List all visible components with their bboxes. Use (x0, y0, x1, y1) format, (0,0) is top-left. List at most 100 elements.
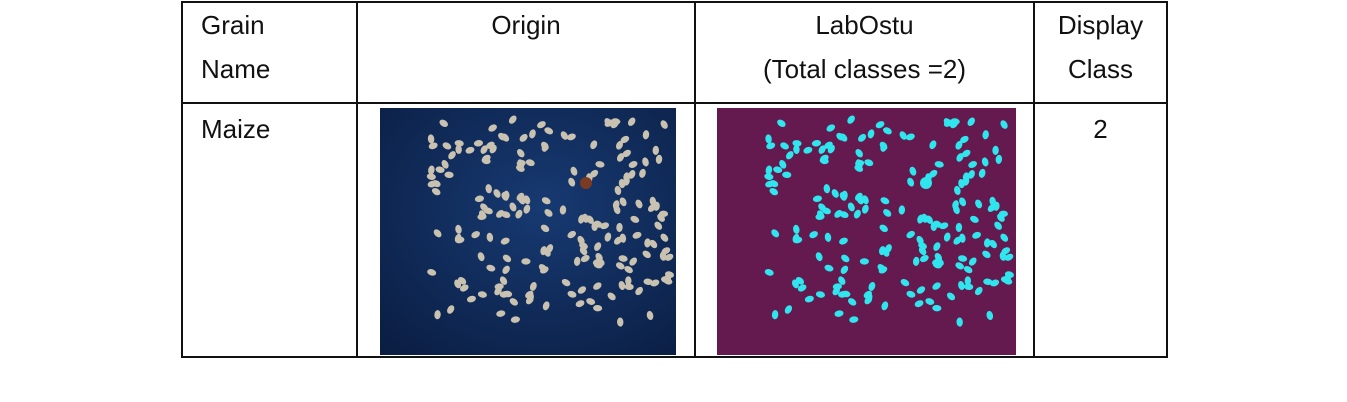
kernel (494, 286, 502, 296)
kernel (485, 184, 492, 194)
kernel-mask (827, 144, 835, 154)
kernel (541, 197, 551, 205)
kernel (509, 202, 517, 212)
kernel-mask (916, 286, 926, 294)
kernel (544, 209, 553, 217)
kernel (540, 224, 550, 233)
kernel (649, 239, 658, 249)
kernel (477, 291, 487, 298)
kernel (661, 247, 671, 255)
kernel-mask (994, 221, 1002, 230)
kernel-mask (1000, 233, 1009, 242)
kernel (573, 256, 581, 266)
kernel-mask (909, 166, 917, 176)
kernel-mask (769, 180, 779, 188)
kernel (642, 130, 650, 140)
kernel-mask (769, 187, 779, 196)
kernel (580, 255, 590, 263)
kernel-mask (793, 224, 800, 234)
kernel (657, 213, 665, 222)
kernel (618, 178, 626, 189)
kernel (448, 151, 456, 160)
kernel-mask (824, 264, 834, 272)
kernel-mask (960, 135, 969, 144)
kernel-mask (906, 290, 916, 298)
kernel (486, 264, 496, 272)
kernel (541, 142, 549, 152)
kernel (577, 235, 585, 245)
kernel-mask (864, 159, 874, 167)
kernel (544, 127, 554, 135)
kernel-mask (773, 166, 783, 173)
kernel-mask (883, 209, 892, 217)
kernel (600, 222, 610, 230)
kernel-mask (867, 129, 875, 139)
kernel (428, 142, 438, 150)
kernel (627, 117, 636, 126)
kernel-mask (785, 151, 794, 160)
kernel-mask (917, 214, 924, 224)
kernel-mask (978, 168, 986, 178)
kernel (444, 171, 454, 179)
kernel (577, 286, 587, 294)
kernel (455, 236, 465, 244)
kernel (465, 146, 475, 154)
kernel-mask (820, 154, 829, 162)
kernel (471, 231, 481, 239)
kernel (480, 145, 488, 154)
kernel (510, 316, 520, 323)
kernel-mask (982, 250, 991, 259)
kernel (604, 232, 612, 242)
kernel (619, 233, 627, 243)
cell-display-class: 2 (1093, 114, 1108, 144)
kernel-mask (990, 279, 1000, 287)
kernel (639, 168, 646, 178)
kernel (604, 118, 613, 127)
kernel (607, 292, 616, 301)
kernel (473, 140, 484, 147)
kernel (500, 237, 510, 245)
kernel-mask (765, 134, 772, 144)
kernel-mask (932, 261, 943, 269)
kernel-mask (839, 192, 847, 201)
kernel (642, 157, 649, 167)
kernel-mask (914, 300, 924, 308)
kernel-mask (847, 115, 855, 124)
kernel-mask (840, 265, 849, 274)
kernel-mask (841, 254, 850, 263)
kernel (537, 121, 546, 129)
kernel-mask (958, 178, 965, 189)
kernel (614, 185, 622, 195)
kernel-mask (764, 269, 774, 276)
kernel (515, 209, 523, 219)
kernel-mask (822, 207, 831, 215)
kernel (589, 169, 599, 178)
kernel-mask (780, 142, 789, 150)
kernel-mask (920, 255, 929, 263)
kernel (431, 187, 441, 196)
kernel-mask (997, 213, 1005, 222)
kernel-mask (834, 310, 844, 317)
kernel-mask (959, 197, 967, 207)
table-border-bottom (181, 356, 1168, 358)
kernel (561, 279, 571, 287)
kernel (455, 144, 462, 155)
kernel (593, 304, 603, 312)
kernel-mask (784, 305, 793, 314)
table-border-top (181, 1, 1168, 3)
kernel (454, 140, 464, 147)
kernel (624, 283, 634, 290)
kernel (560, 131, 568, 140)
kernel-mask (959, 233, 966, 243)
kernel (615, 262, 625, 270)
kernel (539, 266, 549, 274)
kernel (509, 298, 518, 306)
kernel-mask (1000, 120, 1008, 129)
kernel-mask (836, 132, 845, 141)
kernel (616, 153, 625, 162)
kernel (570, 166, 578, 176)
kernel-mask (955, 222, 963, 233)
kernel-mask (765, 165, 773, 175)
kernel (447, 305, 455, 314)
kernel (568, 177, 576, 187)
